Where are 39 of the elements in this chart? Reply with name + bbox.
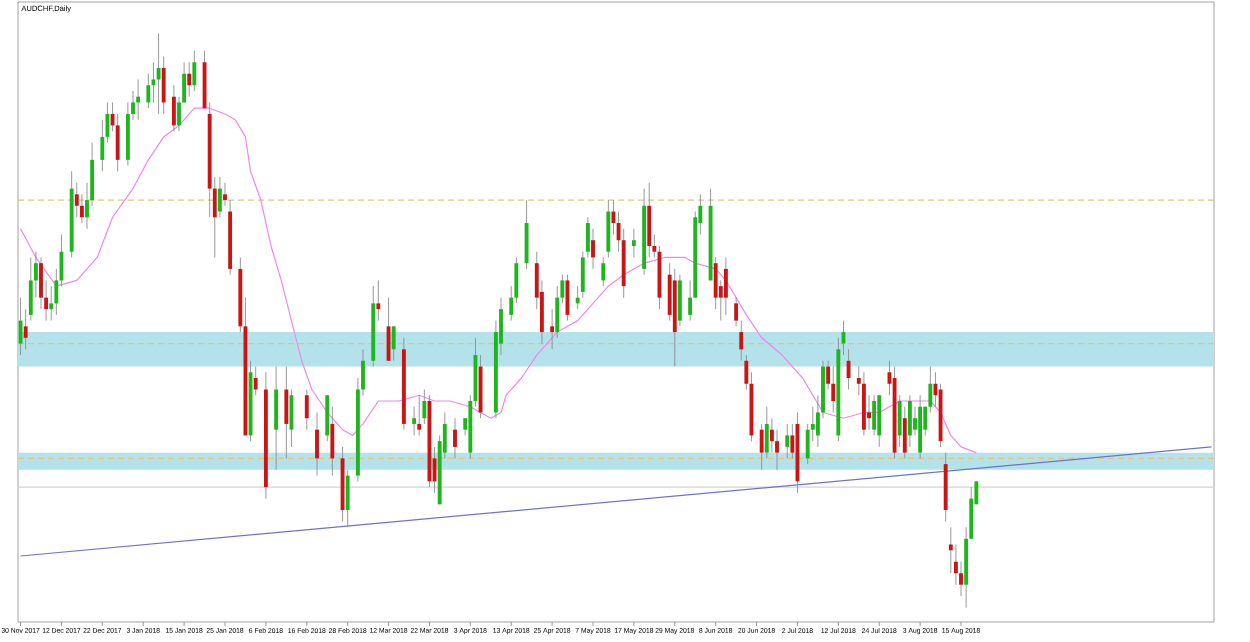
candlestick: [647, 182, 652, 258]
candlestick: [171, 84, 176, 132]
candlestick: [315, 412, 319, 477]
candlestick: [330, 406, 335, 477]
candlestick: [345, 469, 350, 528]
candlestick: [74, 182, 79, 218]
candlestick: [723, 257, 728, 316]
candlestick: [192, 50, 197, 92]
candlestick: [23, 308, 28, 350]
candlestick: [785, 423, 790, 459]
candlestick: [524, 199, 529, 270]
candlestick: [734, 297, 739, 327]
candlestick: [156, 33, 161, 115]
candlestick: [759, 423, 764, 471]
candlestick: [304, 389, 309, 431]
candlestick: [284, 366, 289, 459]
candlestick: [187, 61, 192, 98]
candlestick: [550, 308, 555, 350]
candlestick: [417, 394, 422, 436]
candlestick: [453, 417, 457, 459]
candlestick: [386, 297, 391, 362]
candlestick: [217, 176, 222, 218]
candlestick: [831, 366, 836, 413]
candlestick: [631, 228, 636, 258]
candlestick: [918, 394, 923, 459]
candlestick: [376, 279, 381, 322]
candlestick: [861, 371, 866, 436]
candlestick: [606, 199, 611, 258]
candlestick: [943, 452, 948, 522]
candlestick: [877, 394, 882, 448]
candlestick: [391, 325, 396, 362]
candlestick: [274, 366, 279, 471]
candlestick: [253, 366, 258, 396]
candlestick: [739, 320, 744, 362]
candlestick: [872, 394, 877, 436]
candlestick: [601, 257, 606, 287]
candlestick: [846, 348, 851, 390]
candlestick: [677, 274, 682, 327]
candlestick: [136, 79, 141, 121]
